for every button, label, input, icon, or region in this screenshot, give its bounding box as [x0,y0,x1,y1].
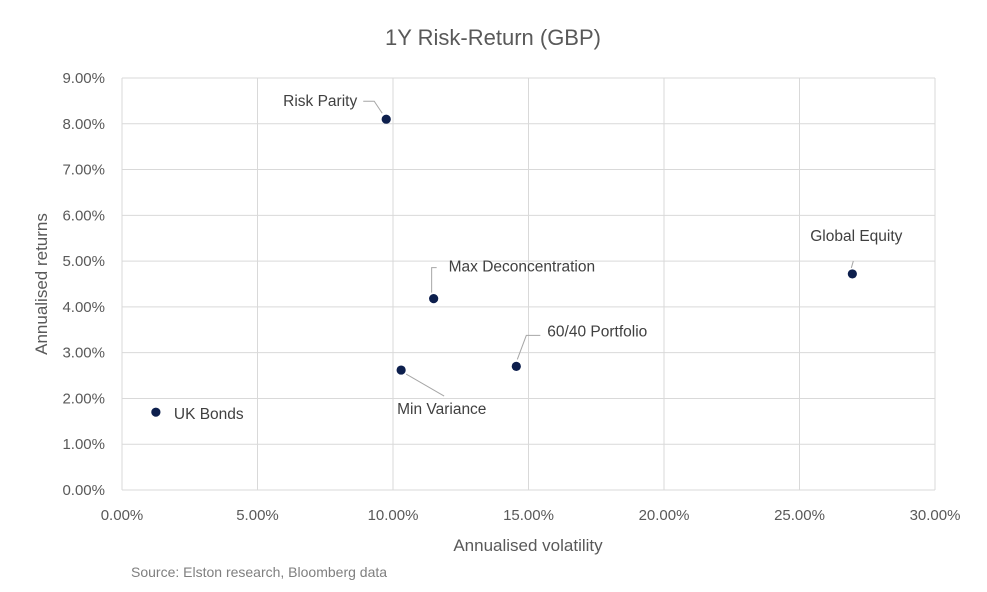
data-point[interactable] [847,269,857,279]
data-point[interactable] [429,294,439,304]
y-tick-label: 2.00% [62,390,105,407]
data-label: 60/40 Portfolio [547,323,647,340]
y-axis-title: Annualised returns [32,213,51,355]
data-label: Global Equity [810,228,902,245]
x-tick-label: 20.00% [639,507,690,524]
y-tick-label: 5.00% [62,253,105,270]
x-tick-label: 5.00% [236,507,279,524]
x-tick-label: 0.00% [101,507,144,524]
leader-line [516,334,541,360]
chart-title: 1Y Risk-Return (GBP) [385,25,601,50]
data-label: Risk Parity [283,93,357,110]
x-tick-label: 10.00% [368,507,419,524]
y-tick-label: 3.00% [62,345,105,362]
y-tick-label: 4.00% [62,299,105,316]
data-point[interactable] [511,361,521,371]
y-tick-label: 7.00% [62,162,105,179]
y-tick-label: 1.00% [62,436,105,453]
x-tick-label: 25.00% [774,507,825,524]
data-point[interactable] [396,365,406,375]
leader-line [850,260,854,269]
y-tick-label: 0.00% [62,482,105,499]
x-tick-label: 15.00% [503,507,554,524]
data-point[interactable] [381,114,391,124]
data-labels: Risk Parity Max Deconcentration Min Varian… [174,93,903,423]
y-tick-label: 8.00% [62,116,105,133]
source-note: Source: Elston research, Bloomberg data [131,564,387,580]
leader-line [363,100,383,114]
data-points [151,114,857,417]
data-label: Min Variance [397,401,486,418]
y-tick-label: 9.00% [62,70,105,87]
leader-line [405,373,445,397]
y-tick-labels: 0.00% 1.00% 2.00% 3.00% 4.00% 5.00% 6.00% 7.00%… [62,70,105,499]
x-axis-title: Annualised volatility [453,536,603,555]
x-tick-label: 30.00% [910,507,961,524]
x-tick-labels: 0.00% 5.00% 10.00% 15.00% 20.00% 25.00% 30.00% [101,507,961,524]
y-tick-label: 6.00% [62,207,105,224]
data-point[interactable] [151,407,161,417]
data-label: UK Bonds [174,406,244,423]
leader-line [431,267,437,293]
label-leader-lines [363,100,854,397]
grid-lines [121,77,936,491]
data-label: Max Deconcentration [449,259,595,276]
